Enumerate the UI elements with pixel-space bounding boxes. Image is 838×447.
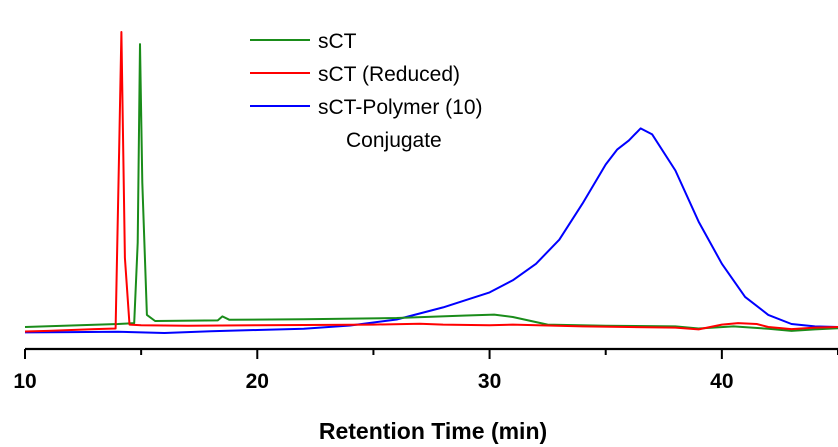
legend: sCT sCT (Reduced) sCT-Polymer (10) Conjugat…	[250, 30, 483, 152]
x-axis-title: Retention Time (min)	[319, 418, 547, 444]
legend-label-3: sCT-Polymer (10)	[318, 96, 483, 119]
x-axis-ticks: 10 20 30 40	[13, 349, 838, 393]
series-line-2	[24, 31, 838, 333]
legend-label-1: sCT	[318, 30, 357, 53]
x-tick-label: 30	[478, 370, 501, 393]
x-tick-label: 20	[246, 370, 269, 393]
x-tick-label: 40	[710, 370, 733, 393]
series-line-1	[24, 43, 838, 332]
legend-label-2: sCT (Reduced)	[318, 63, 460, 86]
series-line-3	[24, 127, 838, 334]
legend-label-3: Conjugate	[346, 129, 442, 152]
x-tick-label: 10	[13, 370, 36, 393]
series-layer	[24, 31, 838, 334]
